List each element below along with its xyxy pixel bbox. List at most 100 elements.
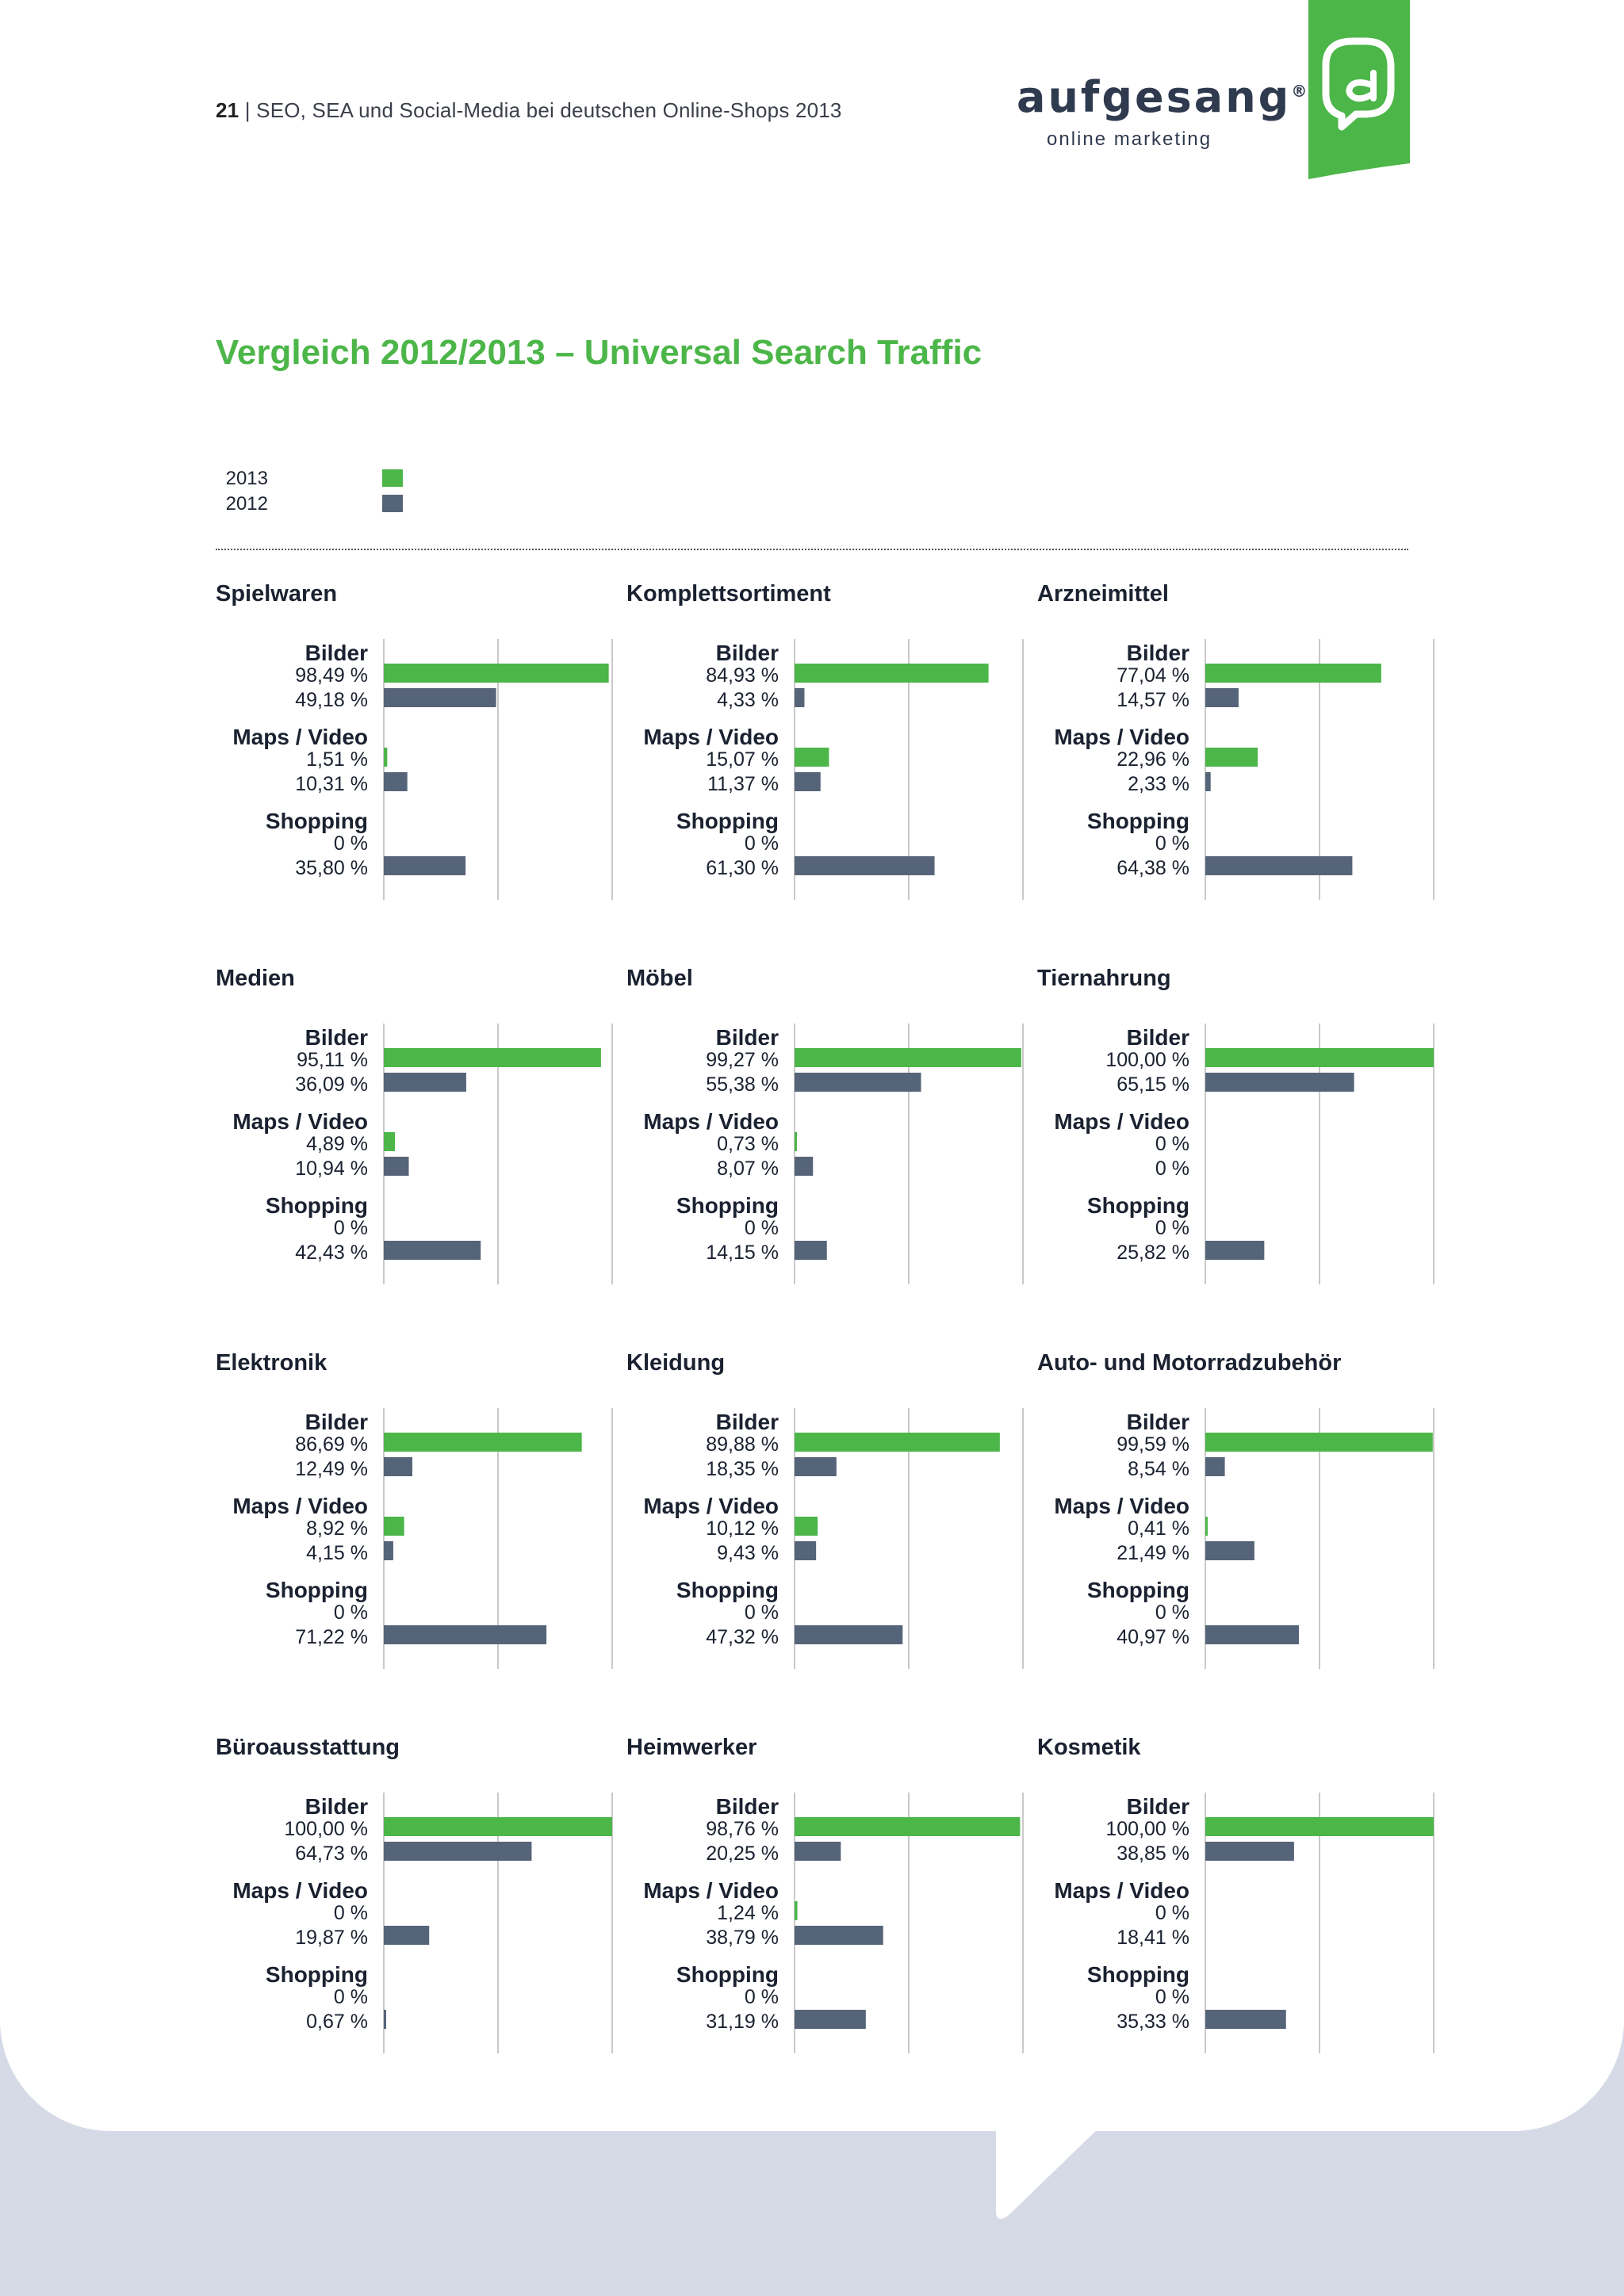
data-label: 0 % [334, 1601, 368, 1624]
data-label: 19,87 % [295, 1927, 368, 1949]
category-label: Shopping [676, 809, 779, 833]
category-label: Bilder [716, 1410, 779, 1434]
bar-2013 [1205, 1433, 1433, 1452]
category-label: Maps / Video [232, 1494, 368, 1518]
category-label: Bilder [716, 1025, 779, 1050]
category-label: Maps / Video [232, 1109, 368, 1134]
bar-2012 [384, 1541, 393, 1560]
bar-2013 [384, 1433, 582, 1452]
data-label: 0 % [1155, 1601, 1189, 1624]
panel-title: Arzneimittel [1037, 581, 1169, 607]
data-label: 49,18 % [295, 689, 368, 711]
category-label: Shopping [1087, 1962, 1189, 1987]
data-label: 0 % [1155, 1986, 1189, 2008]
data-label: 22,96 % [1116, 748, 1189, 771]
bar-2012 [795, 1457, 837, 1476]
data-label: 61,30 % [706, 857, 779, 879]
category-label: Maps / Video [643, 1878, 779, 1903]
data-label: 18,35 % [706, 1458, 779, 1480]
bar-2012 [384, 856, 466, 875]
data-label: 14,15 % [706, 1242, 779, 1264]
page-number: 21 [216, 98, 239, 122]
data-label: 47,32 % [706, 1626, 779, 1648]
data-label: 64,73 % [295, 1843, 368, 1865]
data-label: 86,69 % [295, 1433, 368, 1456]
panel-title: Heimwerker [626, 1735, 756, 1760]
category-label: Shopping [676, 1578, 779, 1602]
data-label: 21,49 % [1116, 1542, 1189, 1564]
category-label: Bilder [305, 1025, 368, 1050]
category-label: Bilder [1127, 1410, 1189, 1434]
brand-name: aufgesang [1017, 72, 1292, 122]
bar-2012 [795, 1241, 827, 1260]
bar-2012 [1205, 2010, 1286, 2029]
bar-2013 [1205, 664, 1381, 683]
document-title: SEO, SEA und Social-Media bei deutschen … [256, 98, 842, 122]
chart-title: Vergleich 2012/2013 – Universal Search T… [216, 333, 982, 372]
data-label: 0 % [1155, 1902, 1189, 1924]
panel-title: Auto- und Motorradzubehör [1037, 1350, 1341, 1376]
small-multiples-chart: Spielwaren Bilder 98,49 %49,18 % Maps / Vid… [216, 581, 1434, 2053]
category-label: Maps / Video [1054, 725, 1189, 749]
legend-swatch-2012 [382, 495, 403, 512]
data-label: 99,27 % [706, 1049, 779, 1071]
data-label: 89,88 % [706, 1433, 779, 1456]
bar-2012 [384, 1157, 409, 1176]
data-label: 0 % [1155, 1217, 1189, 1239]
bar-2012 [795, 772, 821, 791]
panel-title: Spielwaren [216, 581, 337, 607]
data-label: 71,22 % [295, 1626, 368, 1648]
data-label: 0 % [334, 832, 368, 855]
panel-title: Tiernahrung [1037, 966, 1171, 991]
data-label: 84,93 % [706, 664, 779, 687]
data-label: 35,33 % [1116, 2011, 1189, 2033]
bar-2012 [1205, 1541, 1254, 1560]
data-label: 12,49 % [295, 1458, 368, 1480]
data-label: 0 % [745, 832, 779, 855]
category-label: Shopping [676, 1193, 779, 1218]
bar-2012 [795, 1073, 921, 1092]
bar-2013 [795, 1817, 1021, 1836]
data-label: 1,51 % [306, 748, 368, 771]
bar-2012 [1205, 772, 1211, 791]
data-label: 8,07 % [717, 1158, 779, 1180]
category-label: Maps / Video [232, 725, 368, 749]
data-label: 25,82 % [1116, 1242, 1189, 1264]
panel-title: Kleidung [626, 1350, 725, 1376]
category-label: Maps / Video [643, 1494, 779, 1518]
bar-2013 [384, 1048, 601, 1067]
panel-title: Komplettsortiment [626, 581, 831, 607]
category-label: Maps / Video [643, 1109, 779, 1134]
bar-2012 [1205, 1073, 1354, 1092]
data-label: 0,67 % [306, 2011, 368, 2033]
data-label: 8,54 % [1128, 1458, 1189, 1480]
category-label: Maps / Video [643, 725, 779, 749]
data-label: 0 % [334, 1217, 368, 1239]
category-label: Bilder [1127, 1025, 1189, 1050]
data-label: 18,41 % [1116, 1927, 1189, 1949]
panel-title: Kosmetik [1037, 1735, 1141, 1760]
bar-2012 [1205, 688, 1239, 707]
bar-2012 [795, 1157, 814, 1176]
data-label: 9,43 % [717, 1542, 779, 1564]
bar-2013 [1205, 748, 1258, 767]
data-label: 0 % [334, 1902, 368, 1924]
data-label: 100,00 % [284, 1818, 368, 1840]
brand-badge-icon [1308, 0, 1410, 179]
panel-title: Medien [216, 966, 295, 991]
bar-2013 [1205, 1048, 1434, 1067]
bar-2012 [384, 1073, 466, 1092]
data-label: 10,94 % [295, 1158, 368, 1180]
data-label: 0 % [334, 1986, 368, 2008]
data-label: 10,31 % [295, 773, 368, 795]
data-label: 36,09 % [295, 1073, 368, 1096]
data-label: 98,49 % [295, 664, 368, 687]
panel-title: Möbel [626, 966, 693, 991]
legend-swatch-2013 [382, 469, 403, 487]
data-label: 4,89 % [306, 1133, 368, 1155]
category-label: Bilder [1127, 641, 1189, 665]
data-label: 100,00 % [1105, 1818, 1189, 1840]
category-label: Shopping [266, 809, 368, 833]
bar-2013 [795, 1048, 1021, 1067]
header-separator: | [244, 98, 251, 122]
